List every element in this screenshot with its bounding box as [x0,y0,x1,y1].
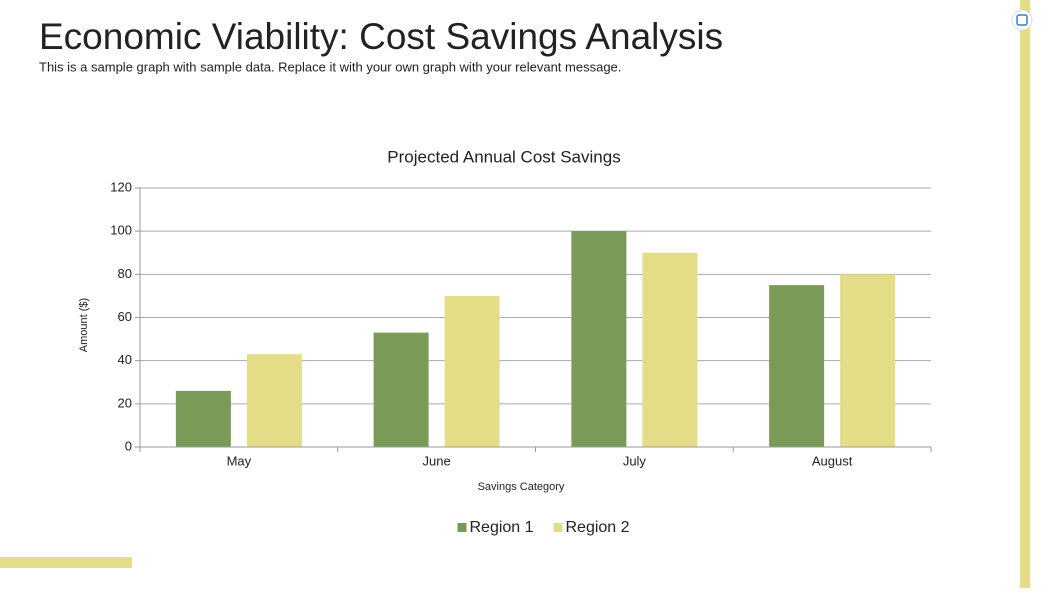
x-axis-label: Savings Category [478,481,565,493]
chart-title: Projected Annual Cost Savings [387,147,620,166]
y-tick-label: 40 [118,352,132,367]
x-tick-label: August [812,453,853,468]
x-tick-label: May [227,453,252,468]
y-tick-label: 0 [125,438,132,453]
y-tick-label: 100 [110,223,132,238]
bar [373,332,429,447]
bar [246,354,302,447]
bar [175,390,231,447]
legend-swatch [457,523,467,532]
bar [769,285,825,447]
y-tick-label: 80 [118,266,132,281]
accent-bar [1020,0,1030,588]
bar [840,274,896,447]
bar [642,252,698,447]
slide-subtitle: This is a sample graph with sample data.… [39,59,621,74]
bar [571,231,627,447]
x-tick-label: July [623,453,647,468]
slide-title: Economic Viability: Cost Savings Analysi… [39,16,723,57]
icon[interactable] [1016,14,1028,26]
y-tick-label: 120 [110,179,132,194]
x-tick-label: June [423,453,451,468]
legend-label: Region 2 [566,519,630,536]
y-tick-label: 20 [118,395,132,410]
accent-bar [0,557,132,568]
y-tick-label: 60 [118,309,132,324]
bar [444,295,500,447]
icon[interactable] [1011,9,1033,31]
legend-label: Region 1 [470,519,534,536]
y-axis-label: Amount ($) [78,298,90,352]
legend-swatch [553,523,563,532]
